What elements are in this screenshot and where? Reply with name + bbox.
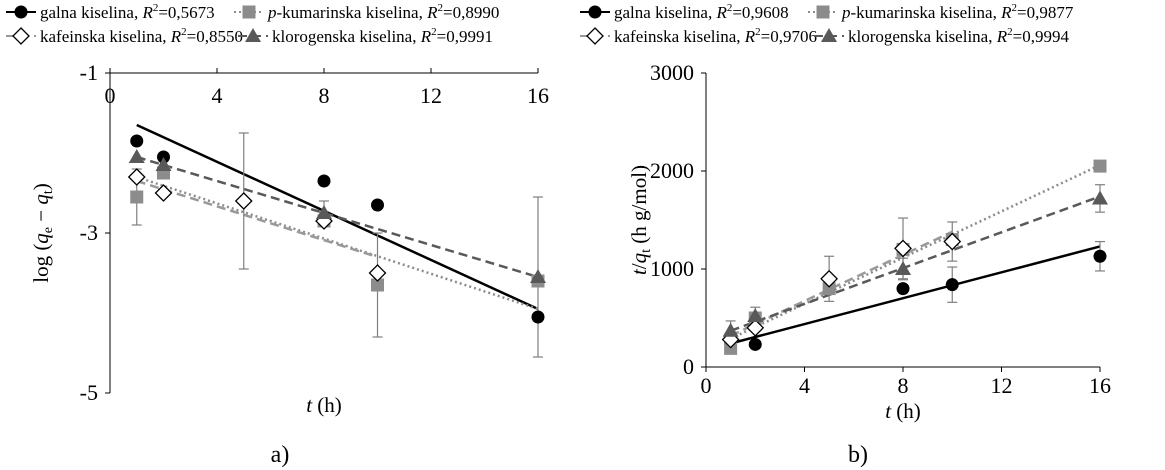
fit-line — [136, 123, 539, 311]
panel-label: b) — [848, 442, 868, 468]
data-point — [722, 322, 739, 337]
legend-label: galna kiselina, R2=0,9608 — [614, 2, 789, 22]
data-point — [368, 264, 387, 282]
x-tick-label: 0 — [701, 373, 712, 398]
data-point — [130, 134, 144, 148]
fit-line — [730, 195, 1101, 332]
x-tick-label: 8 — [319, 83, 330, 108]
x-tick-label: 8 — [898, 373, 909, 398]
y-tick-label: 1000 — [650, 256, 694, 281]
y-tick-label: -3 — [80, 220, 98, 245]
data-point — [130, 190, 144, 204]
data-point — [945, 278, 959, 292]
fit-line — [136, 179, 378, 259]
x-axis-title: t (h) — [306, 393, 342, 417]
data-point — [154, 184, 173, 202]
legend-marker — [14, 5, 28, 19]
legend-label: kafeinska kiselina, R2=0,8550 — [40, 26, 243, 46]
data-point — [894, 239, 912, 258]
data-point — [746, 318, 765, 337]
y-axis-title: log (qe − qt) — [29, 183, 56, 283]
legend-marker — [242, 5, 256, 19]
legend-label: galna kiselina, R2=0,5673 — [40, 2, 215, 22]
data-point — [316, 205, 332, 219]
legend: galna kiselina, R2=0,5673 p-kumarinska ki… — [6, 2, 499, 46]
legend-marker — [586, 27, 604, 45]
data-point — [1092, 190, 1108, 205]
x-tick-label: 16 — [527, 83, 549, 108]
data-point — [234, 192, 253, 210]
legend-marker — [12, 27, 30, 45]
y-tick-label: 2000 — [650, 158, 694, 183]
x-tick-label: 4 — [799, 373, 810, 398]
legend-label: kafeinska kiselina, R2=0,9706 — [614, 26, 817, 46]
chart-panel-b: 0 4 8 12 16 0 1000 2000 3000 t (h) t/qt (h g/mol) g… — [580, 2, 1111, 468]
y-tick-label: -1 — [80, 60, 98, 85]
data-point — [530, 269, 546, 283]
panel-label: a) — [271, 442, 290, 468]
fit-line — [730, 163, 1101, 340]
y-tick-label: 3000 — [650, 60, 694, 85]
legend-marker — [816, 5, 830, 19]
data-point — [371, 278, 384, 292]
y-axis-title: t/qt (h g/mol) — [627, 165, 654, 275]
x-tick-label: 0 — [105, 83, 116, 108]
legend-marker — [245, 28, 261, 42]
chart-panel-a: 0 4 8 12 16 -1 -3 -5 t (h) log (qe − qt) galna kis… — [6, 2, 549, 468]
legend-marker — [588, 5, 602, 19]
fit-line — [730, 245, 1101, 345]
data-point — [1093, 159, 1107, 173]
data-point — [895, 261, 911, 275]
legend-label: p-kumarinska kiselina, R2=0,8990 — [267, 2, 499, 22]
x-tick-label: 16 — [1089, 373, 1111, 398]
data-point — [896, 282, 910, 296]
legend: galna kiselina, R2=0,9608 p-kumarinska ki… — [580, 2, 1074, 46]
data-point — [155, 157, 172, 171]
data-point — [748, 337, 762, 351]
data-point — [317, 174, 331, 188]
y-tick-label: -5 — [80, 380, 98, 405]
data-point — [531, 310, 545, 324]
data-point — [1093, 249, 1107, 263]
data-point — [747, 308, 764, 323]
data-point — [127, 168, 146, 186]
y-tick-label: 0 — [683, 354, 694, 379]
legend-marker — [821, 28, 837, 42]
x-tick-label: 12 — [991, 373, 1013, 398]
x-axis-title: t (h) — [885, 399, 921, 423]
legend-label: klorogenska kiselina, R2=0,9991 — [272, 26, 493, 46]
data-point — [822, 282, 836, 296]
data-point — [820, 269, 839, 288]
x-tick-label: 4 — [212, 83, 223, 108]
legend-label: p-kumarinska kiselina, R2=0,9877 — [841, 2, 1074, 22]
legend-label: klorogenska kiselina, R2=0,9994 — [848, 26, 1069, 46]
x-tick-label: 12 — [420, 83, 442, 108]
data-point — [943, 232, 962, 251]
data-point — [128, 149, 145, 163]
data-point — [371, 198, 384, 212]
fit-line — [730, 230, 953, 337]
fit-line — [136, 175, 539, 311]
